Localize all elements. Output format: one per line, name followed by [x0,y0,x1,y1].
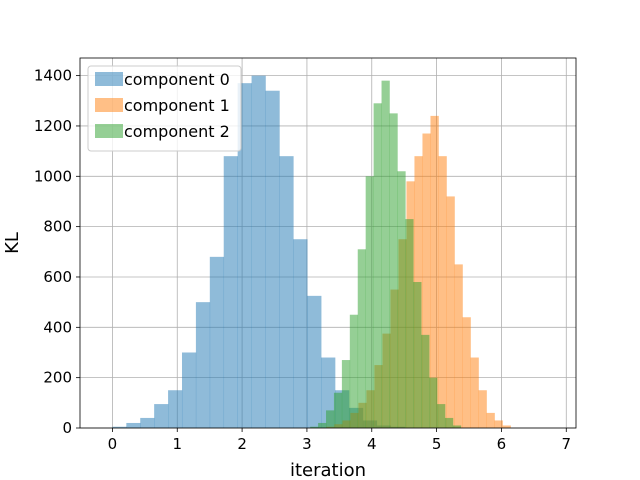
x-tick-label: 7 [562,435,572,453]
histogram-bar [452,425,462,428]
y-axis-ticks: 0 200 400 600 800 1000 1200 1400 [34,67,80,437]
histogram-bar [502,425,511,428]
legend-label-0: component 0 [124,70,230,89]
histogram-bar [357,249,366,428]
histogram-bar [389,113,398,429]
histogram-bar [318,422,327,428]
histogram-bar [397,171,406,428]
legend-swatch-2 [95,124,123,138]
series-2 [310,80,462,429]
legend: component 0 component 1 component 2 [87,65,242,152]
histogram-bar [444,417,454,428]
x-tick-label: 3 [302,435,312,453]
histogram-bar [349,314,359,428]
histogram-bar [126,422,141,428]
histogram-bar [310,426,319,428]
histogram-bar [307,295,322,428]
histogram-bar [168,390,183,428]
histogram-bar [265,90,280,429]
histogram-bar [470,357,479,428]
histogram-bar [405,219,414,428]
y-tick-label: 1000 [34,167,72,185]
histogram-bar [454,264,463,428]
histogram-bar [341,360,351,428]
y-tick-label: 800 [43,218,72,236]
histogram-bar [421,334,430,428]
y-axis-label: KL [2,232,23,254]
legend-label-2: component 2 [124,122,230,141]
histogram-bars [112,75,511,429]
histogram-bar [140,417,155,428]
x-tick-label: 6 [497,435,507,453]
histogram-bar [422,133,431,429]
histogram-bar [413,282,422,428]
histogram-bar [365,176,374,428]
x-tick-label: 1 [172,435,182,453]
histogram-bar [223,156,238,428]
histogram-bar [494,420,503,428]
x-tick-label: 2 [237,435,247,453]
y-tick-label: 400 [43,318,72,336]
histogram-bar [237,83,252,428]
histogram-bar [195,302,211,428]
histogram-bar [181,352,197,428]
x-tick-label: 0 [108,435,118,453]
histogram-bar [373,103,382,428]
histogram-bar [430,115,439,428]
legend-swatch-1 [95,98,123,112]
histogram-bar [446,196,455,428]
histogram-bar [486,412,495,428]
legend-swatch-0 [95,72,123,86]
histogram-bar [209,256,225,428]
histogram-bar [429,377,438,428]
histogram-bar [438,156,447,428]
y-tick-label: 200 [43,369,72,387]
histogram-bar [381,80,390,428]
plot-frame [79,57,577,429]
histogram-bar [251,75,266,428]
histogram-bar [279,156,294,428]
histogram-bar [462,317,471,428]
histogram-bar [437,404,446,428]
histogram-bar [154,404,169,428]
histogram-bar [326,410,335,428]
histogram-bar [112,426,127,428]
y-tick-label: 1200 [34,117,72,135]
x-tick-label: 5 [432,435,442,453]
x-axis-ticks: 0 1 2 3 4 5 6 7 [108,428,571,453]
histogram-bar [478,390,487,428]
y-tick-label: 1400 [34,67,72,85]
y-tick-label: 600 [43,268,72,286]
x-tick-label: 4 [367,435,377,453]
y-tick-label: 0 [62,419,72,437]
legend-label-1: component 1 [124,96,230,115]
histogram-bar [293,239,308,428]
x-axis-label: iteration [290,460,366,480]
legend-box [87,65,242,152]
histogram-bar [333,392,343,428]
